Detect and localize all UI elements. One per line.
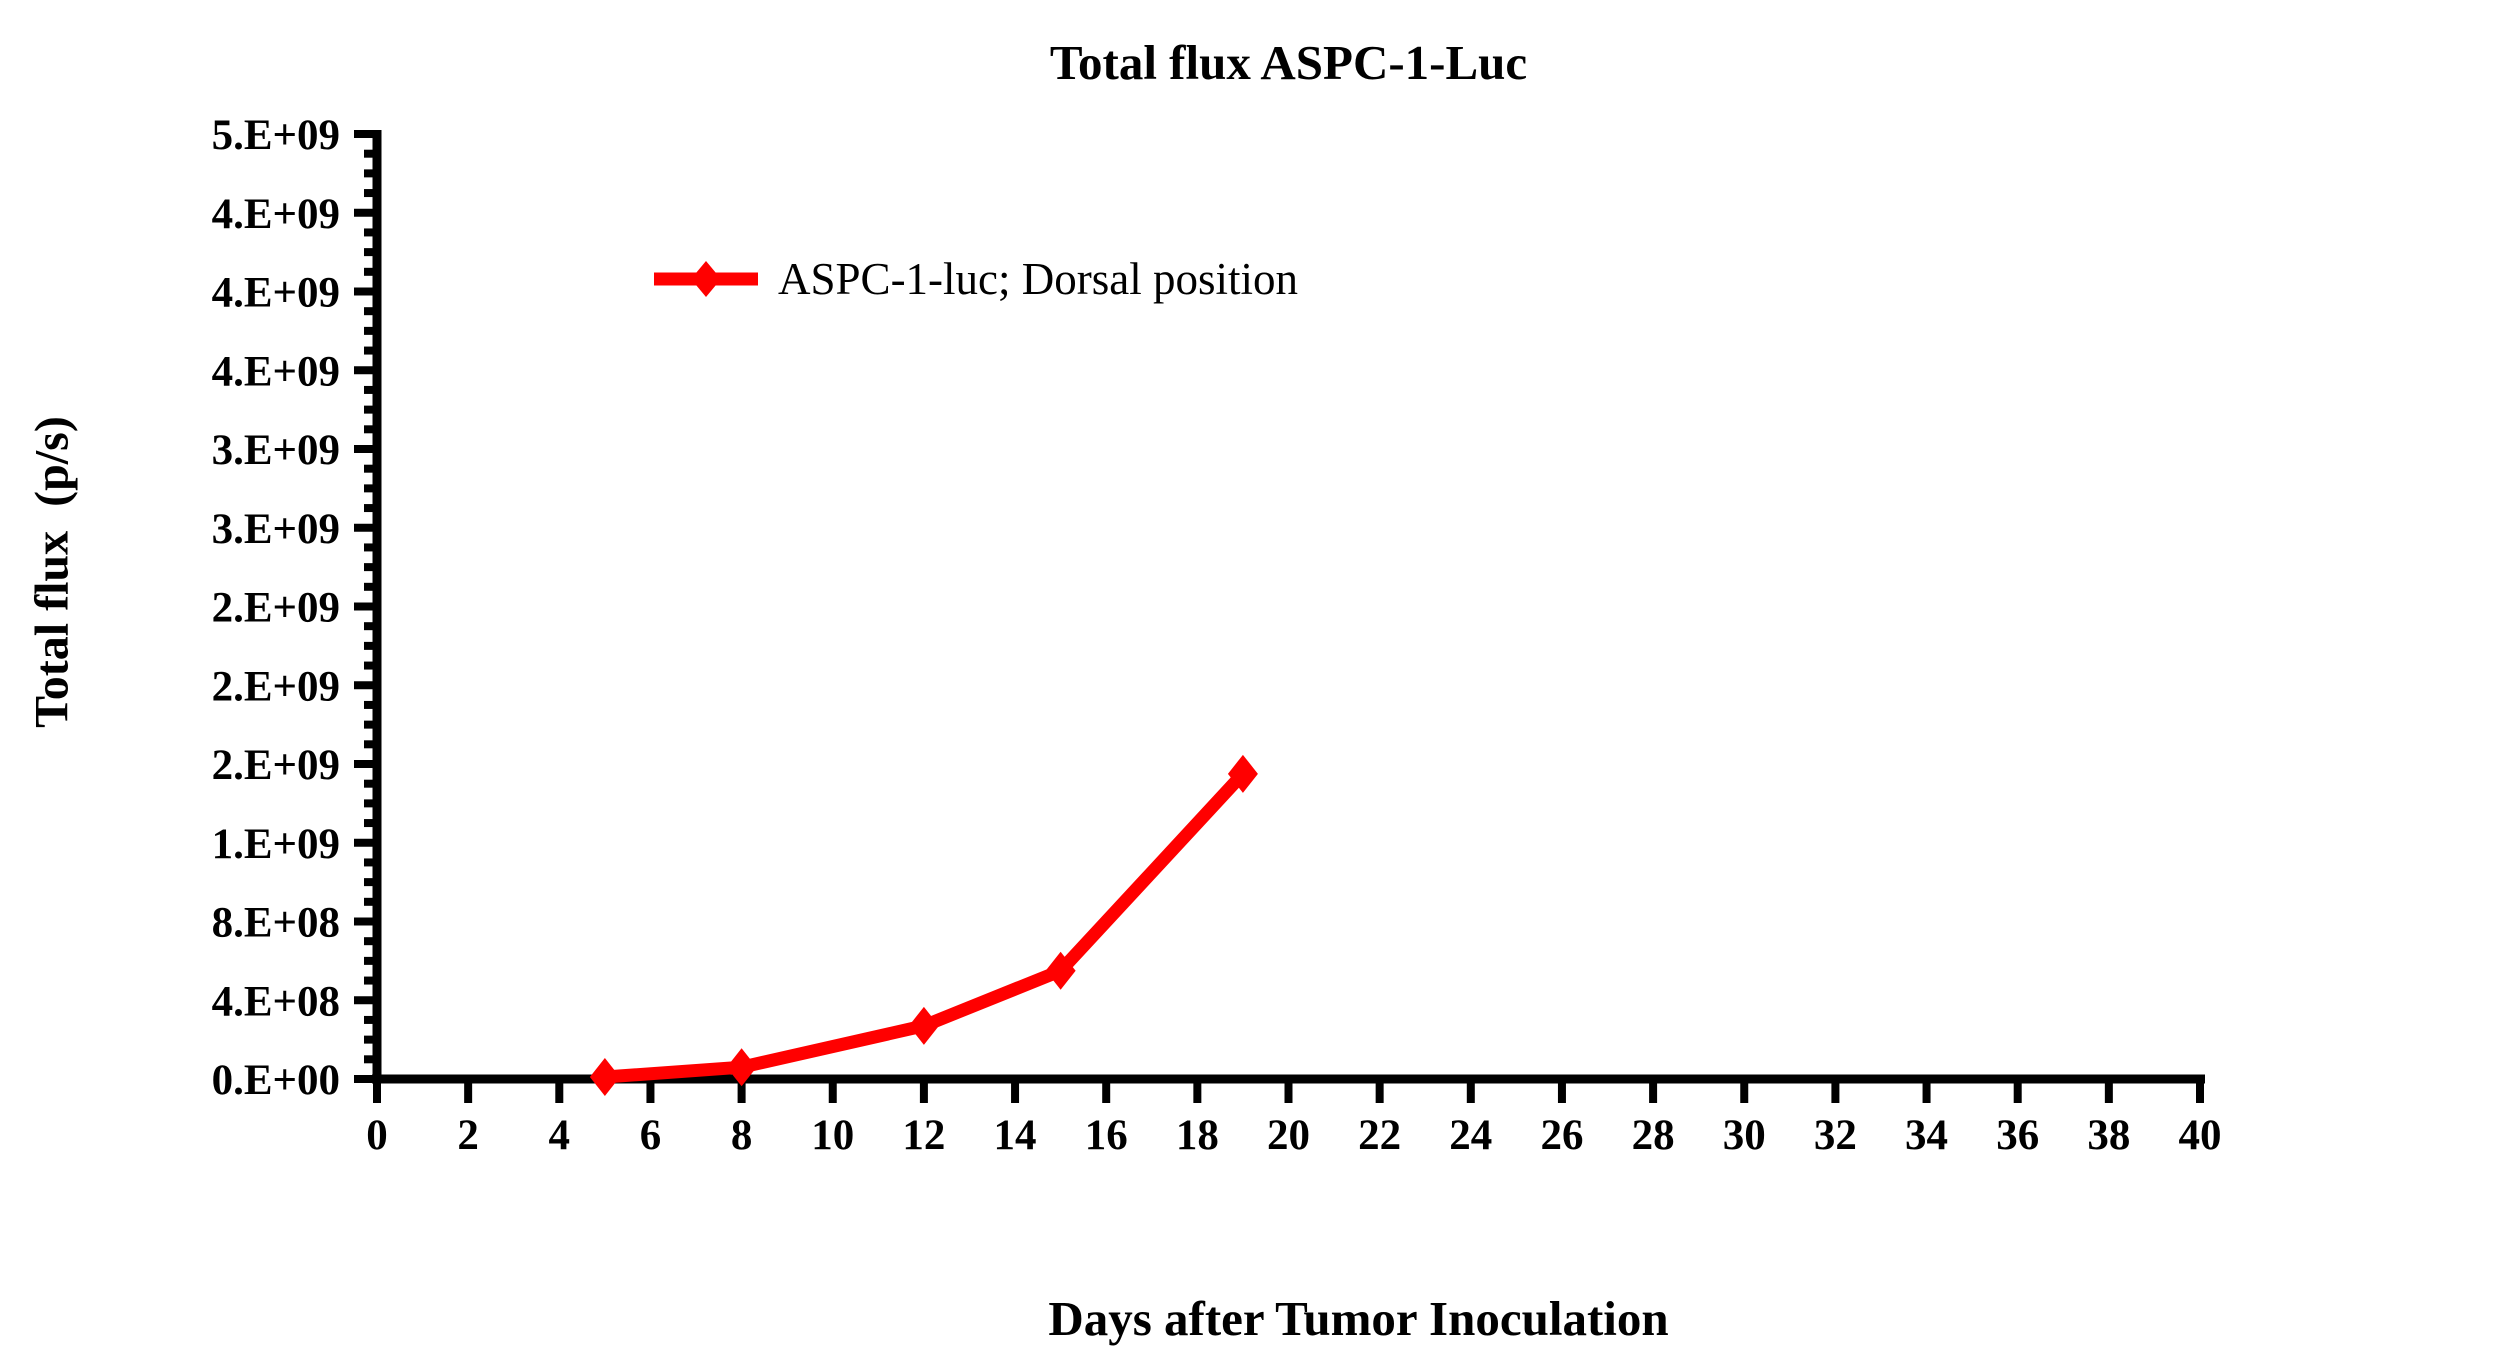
x-axis-title: Days after Tumor Inoculation: [1048, 1291, 1669, 1346]
y-tick-label: 5.E+09: [212, 112, 340, 159]
y-tick-label: 4.E+09: [212, 191, 340, 238]
x-tick-label: 10: [811, 1112, 854, 1159]
y-tick-label: 2.E+09: [212, 663, 340, 710]
legend-line-diamond-marker-icon: [654, 261, 758, 297]
data-point-marker: [1045, 951, 1076, 990]
x-tick-label: 32: [1814, 1112, 1857, 1159]
y-tick-label: 8.E+08: [212, 900, 340, 947]
y-tick-label: 2.E+09: [212, 742, 340, 789]
legend: ASPC-1-luc; Dorsal position: [652, 250, 1298, 308]
x-tick-label: 2: [457, 1112, 479, 1159]
x-tick-label: 6: [640, 1112, 662, 1159]
y-tick-label: 3.E+09: [212, 506, 340, 553]
x-tick-label: 22: [1358, 1112, 1401, 1159]
data-point-marker: [589, 1058, 620, 1097]
y-tick-label: 4.E+09: [212, 270, 340, 317]
x-tick-label: 28: [1632, 1112, 1675, 1159]
x-tick-label: 12: [902, 1112, 945, 1159]
data-point-marker: [726, 1048, 757, 1087]
x-tick-label: 8: [731, 1112, 753, 1159]
x-tick-label: 34: [1905, 1112, 1948, 1159]
y-tick-label: 3.E+09: [212, 427, 340, 474]
y-tick-label: 1.E+09: [212, 821, 340, 868]
y-tick-label: 4.E+09: [212, 348, 340, 395]
x-tick-label: 0: [366, 1112, 388, 1159]
data-point-marker: [908, 1006, 939, 1045]
x-tick-label: 38: [2087, 1112, 2130, 1159]
legend-series-label: ASPC-1-luc; Dorsal position: [778, 254, 1299, 304]
x-tick-label: 26: [1540, 1112, 1583, 1159]
chart-title: Total flux ASPC-1-Luc: [1049, 35, 1528, 90]
x-tick-label: 18: [1176, 1112, 1219, 1159]
data-point-marker: [1227, 754, 1258, 793]
x-tick-label: 30: [1723, 1112, 1766, 1159]
y-tick-label: 2.E+09: [212, 585, 340, 632]
x-tick-label: 36: [1996, 1112, 2039, 1159]
x-tick-label: 40: [2179, 1112, 2222, 1159]
x-tick-label: 16: [1085, 1112, 1128, 1159]
y-tick-label: 0.E+00: [212, 1057, 340, 1104]
y-tick-label: 4.E+08: [212, 978, 340, 1025]
x-tick-label: 14: [994, 1112, 1037, 1159]
x-tick-label: 20: [1267, 1112, 1310, 1159]
x-tick-label: 24: [1449, 1112, 1492, 1159]
x-tick-label: 4: [549, 1112, 571, 1159]
